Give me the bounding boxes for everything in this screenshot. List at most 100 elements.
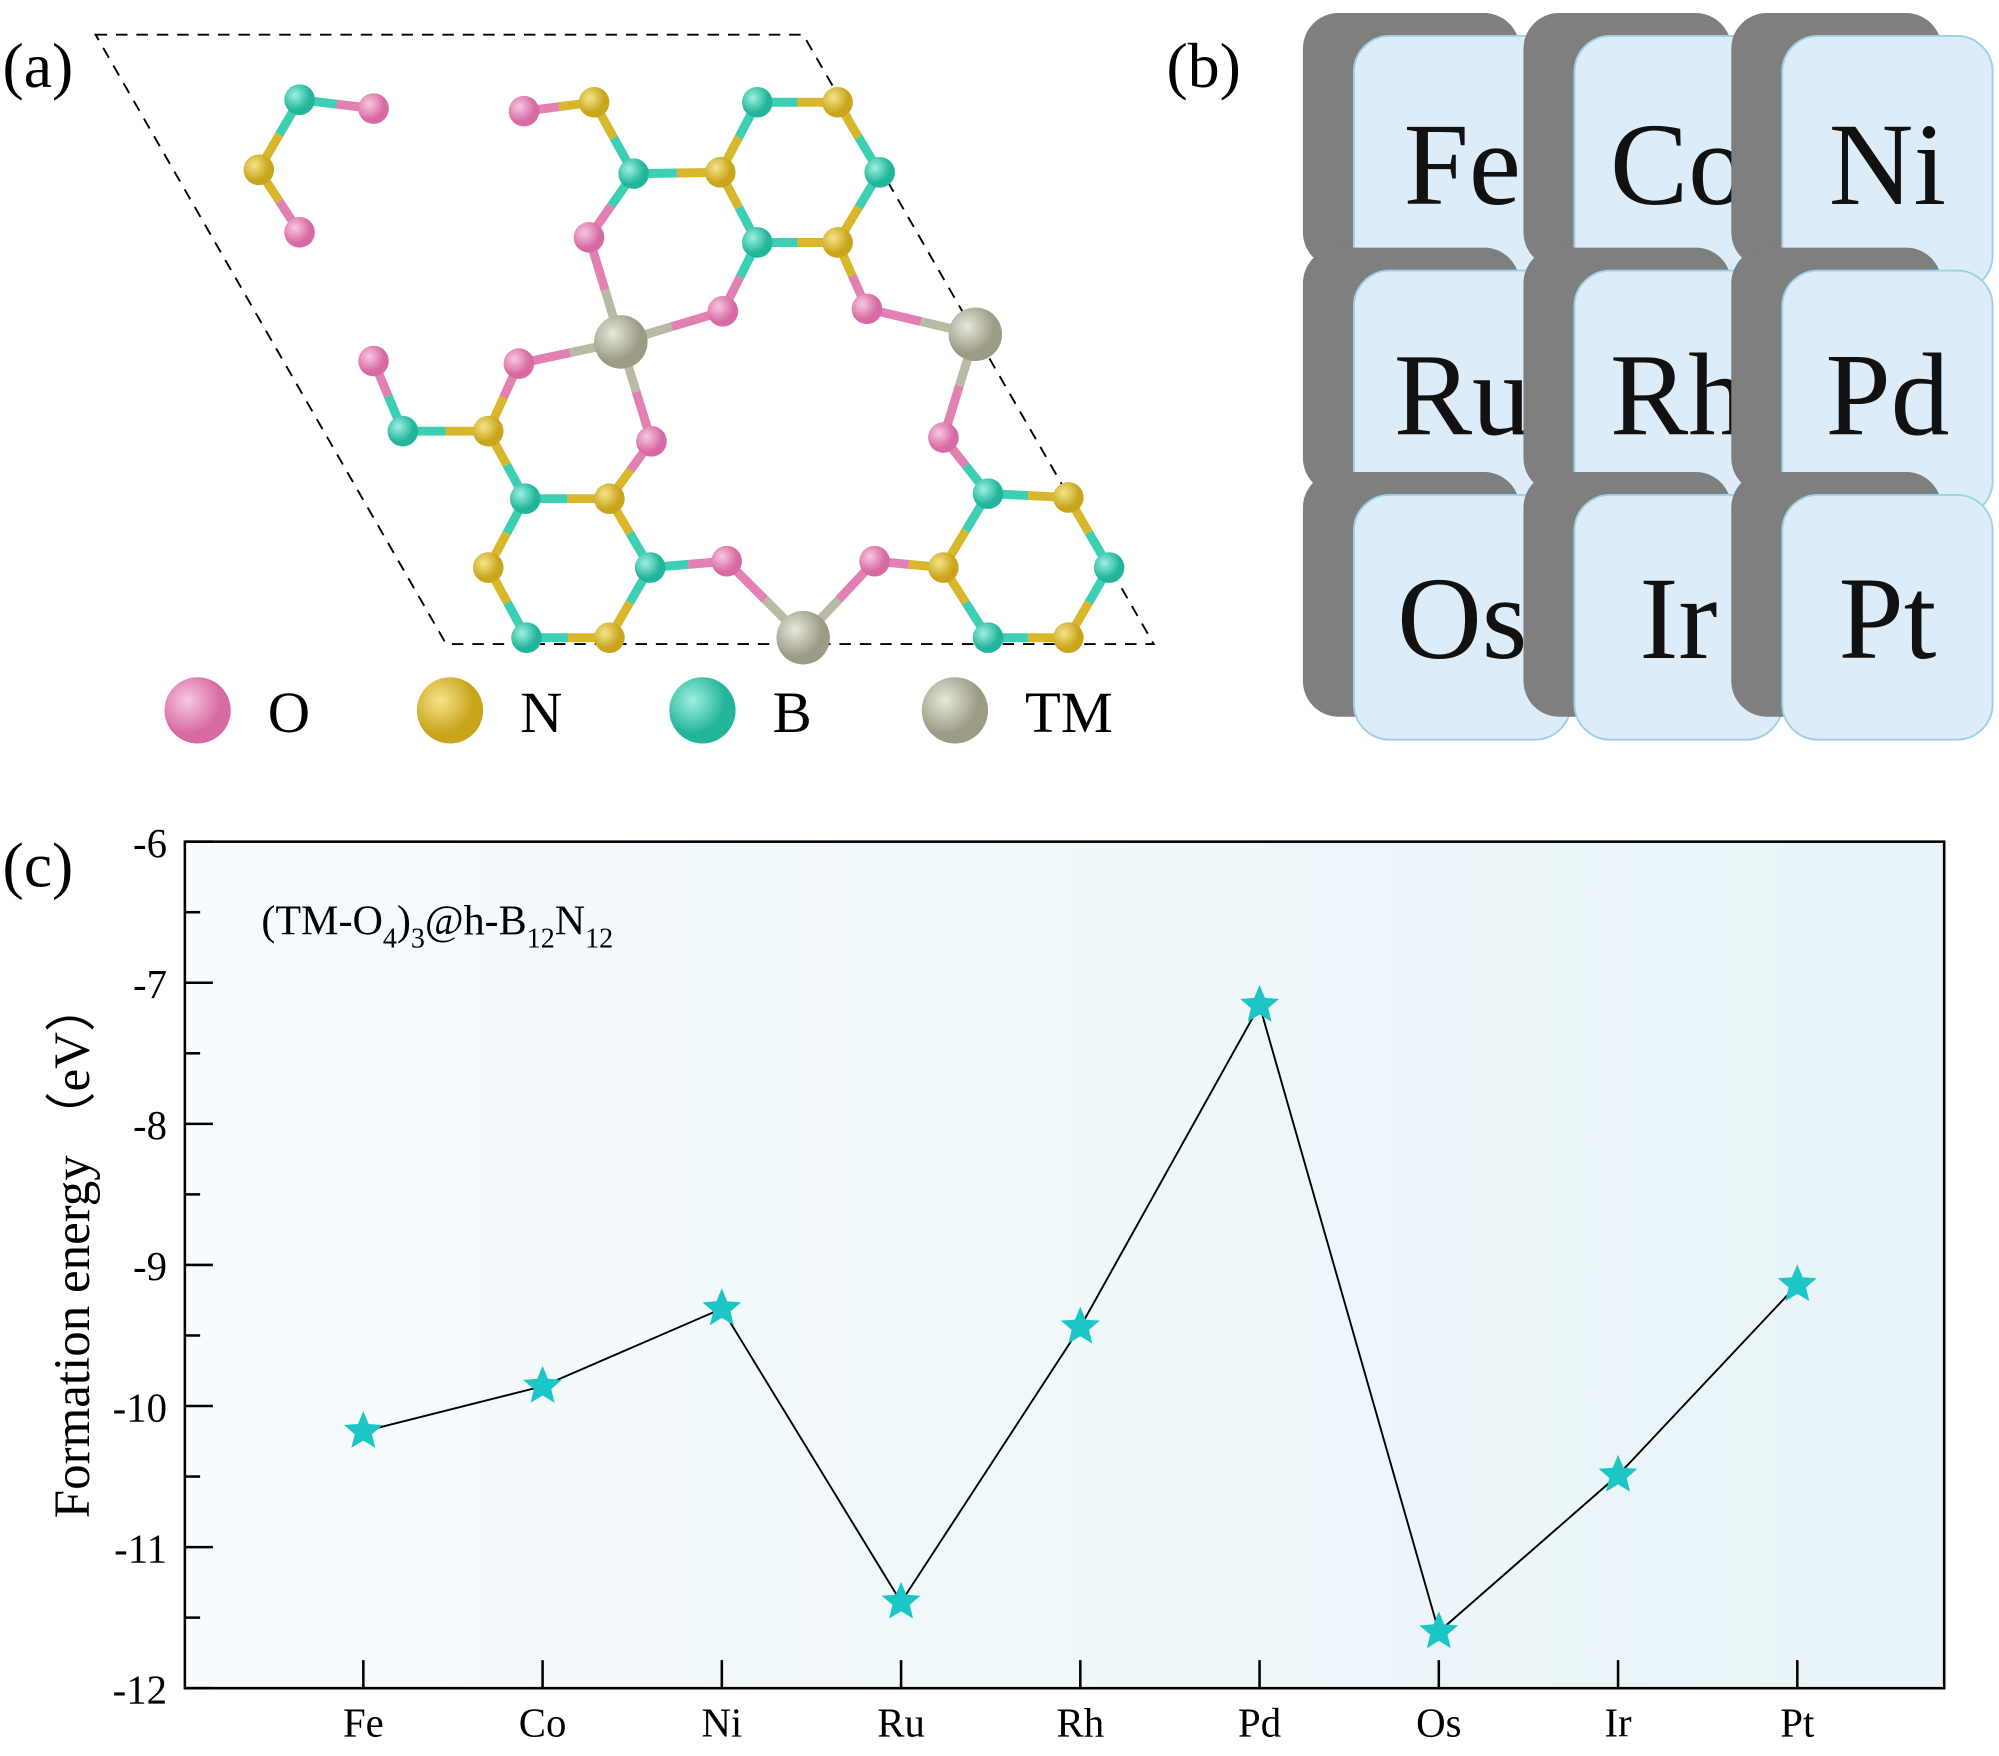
x-tick-label: Co xyxy=(519,1701,567,1746)
tile-symbol: Pd xyxy=(1826,330,1950,460)
nitrogen-atom xyxy=(472,552,504,583)
boron-atom xyxy=(509,483,541,515)
data-point-co xyxy=(523,1365,562,1403)
x-tick-label: Pt xyxy=(1780,1701,1815,1746)
x-tick-label: Fe xyxy=(343,1701,384,1746)
oxygen-atom xyxy=(859,545,890,577)
legend-swatch-tm xyxy=(921,677,989,744)
tile-symbol: Rh xyxy=(1610,330,1747,460)
data-point-ru xyxy=(881,1581,921,1619)
nitrogen-atom xyxy=(472,415,504,447)
legend-swatch-b xyxy=(669,677,736,744)
tile-symbol: Ir xyxy=(1639,554,1717,684)
x-tick-label: Ir xyxy=(1604,1701,1632,1746)
nitrogen-atom xyxy=(578,86,610,118)
nitrogen-atom xyxy=(1053,482,1084,513)
oxygen-atom xyxy=(284,216,315,248)
legend-swatch-n xyxy=(416,677,484,744)
element-tile-ir: Ir xyxy=(1523,471,1784,741)
element-tile-ni: Ni xyxy=(1731,12,1994,292)
transition-metal-atom xyxy=(776,610,830,665)
transition-metal-atom xyxy=(594,315,648,369)
oxygen-atom xyxy=(358,345,389,377)
element-tile-pt: Pt xyxy=(1731,471,1994,741)
oxygen-atom xyxy=(573,222,605,253)
y-tick-label: -9 xyxy=(133,1244,167,1289)
x-tick-label: Os xyxy=(1416,1701,1461,1746)
y-tick-label: -11 xyxy=(114,1526,167,1571)
x-tick-label: Pd xyxy=(1238,1701,1281,1746)
element-tile-ru: Ru xyxy=(1302,247,1572,518)
data-point-os xyxy=(1419,1611,1459,1649)
nitrogen-atom xyxy=(928,552,959,583)
y-tick-label: -7 xyxy=(133,962,167,1007)
y-tick-label: -6 xyxy=(133,821,167,866)
tile-symbol: Os xyxy=(1397,554,1527,684)
oxygen-atom xyxy=(503,348,535,379)
tile-symbol: Co xyxy=(1610,100,1747,230)
panel-label-a: (a) xyxy=(3,30,74,101)
data-point-pt xyxy=(1777,1264,1817,1302)
boron-atom xyxy=(634,552,666,583)
legend-label-o: O xyxy=(268,680,310,745)
x-tick-label: Rh xyxy=(1057,1701,1105,1746)
boron-atom xyxy=(864,157,895,188)
nitrogen-atom xyxy=(594,483,625,515)
transition-metal-atom xyxy=(948,307,1003,362)
oxygen-atom xyxy=(636,426,667,457)
panel-label-c: (c) xyxy=(3,829,74,900)
element-legend: O N B TM xyxy=(164,677,1113,745)
legend-swatch-o xyxy=(164,677,231,744)
y-tick-label: -10 xyxy=(113,1385,167,1430)
tile-symbol: Pt xyxy=(1839,554,1937,684)
data-point-ir xyxy=(1598,1454,1638,1492)
legend-label-tm: TM xyxy=(1025,680,1113,745)
element-tile-rh: Rh xyxy=(1523,247,1784,518)
boron-atom xyxy=(972,622,1004,653)
boron-atom xyxy=(284,84,315,115)
panel-b-element-tiles: (b) Fe Co Ni Ru Rh Pd Os Ir Pt xyxy=(1167,12,1994,741)
nitrogen-atom xyxy=(822,86,853,118)
legend-label-b: B xyxy=(773,680,812,745)
element-tile-pd: Pd xyxy=(1731,247,1994,518)
boron-atom xyxy=(387,415,419,447)
panel-c-chart: (c) (TM-O4)3@h-B12N12 Formation energy （… xyxy=(3,821,1946,1746)
x-tick-label: Ni xyxy=(701,1701,742,1746)
element-tile-os: Os xyxy=(1302,471,1572,741)
nitrogen-atom xyxy=(822,227,853,258)
boron-atom xyxy=(741,227,773,258)
y-tick-label: -12 xyxy=(113,1667,167,1712)
nitrogen-atom xyxy=(1053,622,1084,653)
boron-atom xyxy=(972,478,1004,509)
tile-symbol: Ni xyxy=(1829,100,1946,230)
oxygen-atom xyxy=(508,95,540,127)
oxygen-atom xyxy=(358,93,389,124)
element-tile-co: Co xyxy=(1523,12,1784,292)
nitrogen-atom xyxy=(594,622,625,653)
oxygen-atom xyxy=(711,545,742,577)
oxygen-atom xyxy=(707,296,739,327)
data-point-pd xyxy=(1240,984,1279,1022)
chart-annotation: (TM-O4)3@h-B12N12 xyxy=(261,899,613,955)
tile-symbol: Ru xyxy=(1394,330,1531,460)
nitrogen-atom xyxy=(243,154,275,186)
panel-a-structure: (a) O N B TM xyxy=(3,30,1156,745)
boron-atom xyxy=(618,158,649,189)
unit-cell-boundary xyxy=(93,33,1156,646)
element-tile-fe: Fe xyxy=(1302,12,1572,292)
data-point-ni xyxy=(702,1288,742,1326)
y-tick-label: -8 xyxy=(133,1103,167,1148)
tile-symbol: Fe xyxy=(1404,100,1521,230)
boron-atom xyxy=(741,86,773,118)
data-point-fe xyxy=(343,1411,383,1448)
plot-area xyxy=(183,840,1946,1690)
boron-atom xyxy=(511,622,542,653)
y-axis-label: Formation energy （eV） xyxy=(45,981,101,1518)
nitrogen-atom xyxy=(705,157,736,188)
x-tick-label: Ru xyxy=(877,1701,925,1746)
atoms xyxy=(243,84,1125,665)
oxygen-atom xyxy=(928,422,959,453)
boron-atom xyxy=(1093,552,1125,583)
oxygen-atom xyxy=(851,293,883,325)
